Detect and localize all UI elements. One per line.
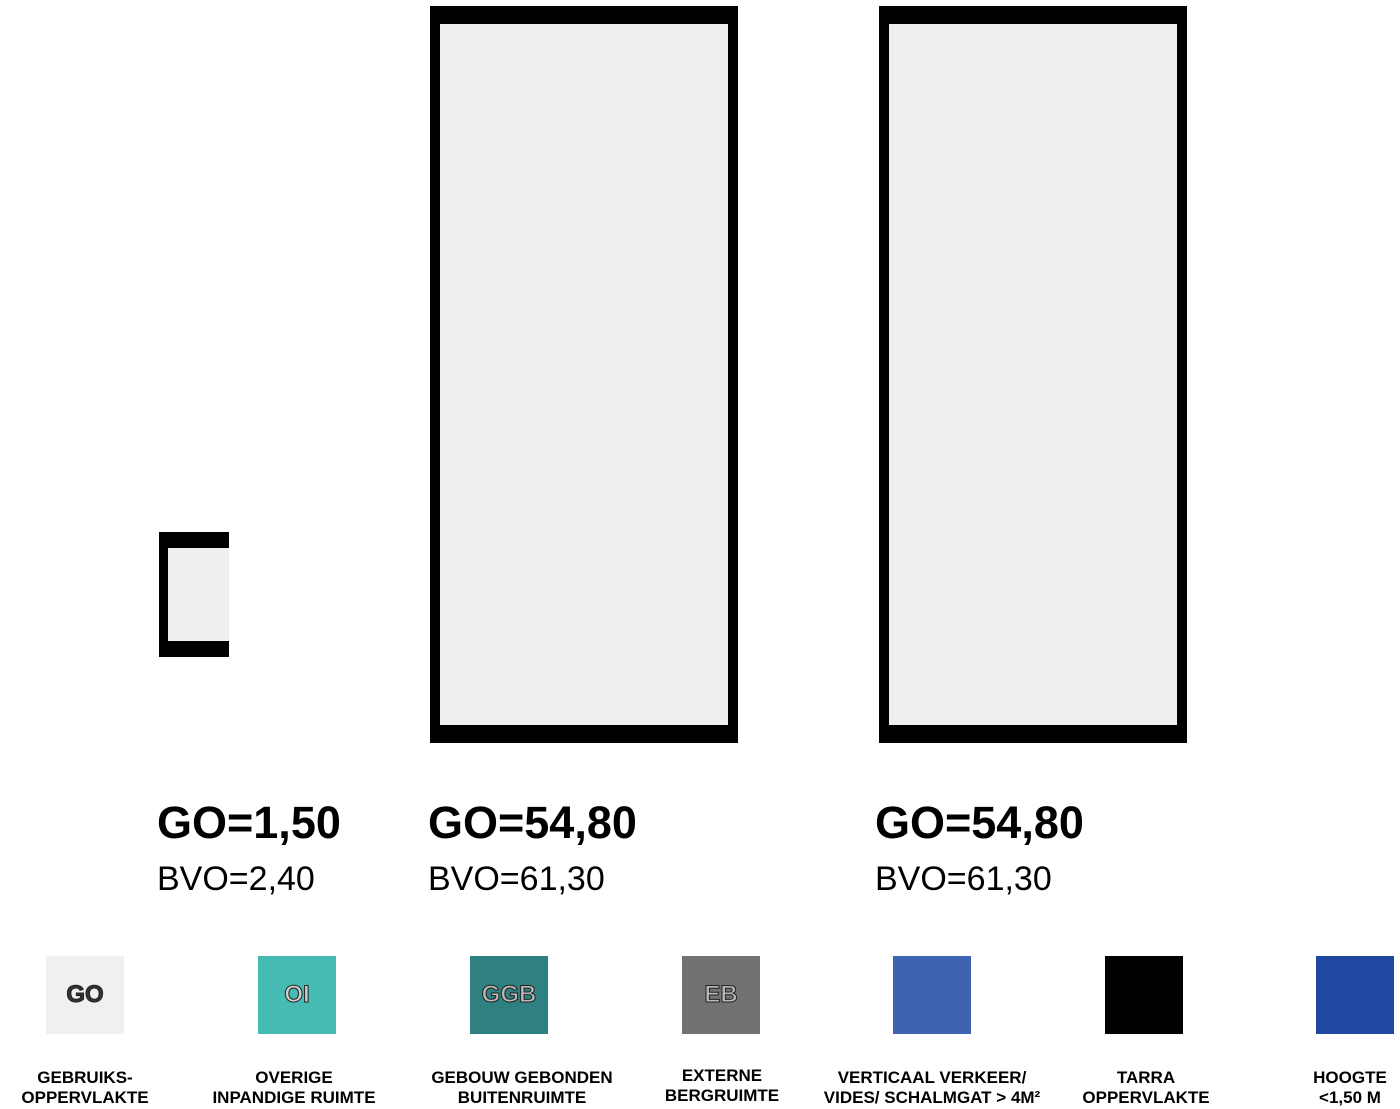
legend-item-hoogte: HOOGTE <1,50 M — [1300, 956, 1400, 1109]
legend-caption-line: EXTERNE — [681, 1066, 763, 1085]
legend-swatch-go: GO — [46, 956, 124, 1034]
legend-item-tarra: TARRA OPPERVLAKTE — [1041, 956, 1251, 1109]
room-large-2 — [879, 6, 1187, 743]
legend-swatch-eb: EB — [682, 956, 760, 1034]
room-2-bvo-label: BVO=61,30 — [428, 860, 605, 898]
legend-code-eb: EB — [704, 981, 738, 1009]
legend-item-eb: EB EXTERNE BERGRUIMTE — [617, 956, 827, 1109]
legend-caption-line: INPANDIGE RUIMTE — [212, 1088, 376, 1107]
legend-item-ggb: GGB GEBOUW GEBONDEN BUITENRUIMTE — [417, 956, 627, 1109]
legend-item-verticaal-verkeer: VERTICAAL VERKEER/ VIDES/ SCHALMGAT > 4M… — [812, 956, 1052, 1109]
legend-code-ggb: GGB — [481, 981, 537, 1009]
legend-item-oi: OI OVERIGE INPANDIGE RUIMTE — [189, 956, 399, 1109]
legend-swatch-tarra — [1105, 956, 1183, 1034]
legend-swatch-ggb: GGB — [470, 956, 548, 1034]
legend-code-oi: OI — [284, 981, 310, 1009]
legend-item-go: GO GEBRUIKS- OPPERVLAKTE — [0, 956, 190, 1109]
legend-caption-line: GEBRUIKS- — [37, 1068, 133, 1087]
legend-caption-hoogte: HOOGTE <1,50 M — [1300, 1068, 1400, 1108]
legend-caption-verticaal-verkeer: VERTICAAL VERKEER/ VIDES/ SCHALMGAT > 4M… — [812, 1068, 1052, 1108]
room-1-bvo-label: BVO=2,40 — [157, 860, 315, 898]
room-large-1 — [430, 6, 738, 743]
legend-swatch-oi: OI — [258, 956, 336, 1034]
legend-caption-line: BERGRUIMTE — [664, 1086, 780, 1105]
room-small — [159, 532, 229, 657]
legend-caption-tarra: TARRA OPPERVLAKTE — [1041, 1068, 1251, 1108]
room-3-bvo-label: BVO=61,30 — [875, 860, 1052, 898]
room-3-go-label: GO=54,80 — [875, 797, 1084, 848]
legend-caption-eb: EXTERNE BERGRUIMTE — [617, 1066, 827, 1106]
legend-caption-ggb: GEBOUW GEBONDEN BUITENRUIMTE — [417, 1068, 627, 1108]
legend-code-go: GO — [66, 981, 104, 1009]
legend-swatch-hoogte — [1316, 956, 1394, 1034]
legend-caption-line: OPPERVLAKTE — [21, 1088, 149, 1107]
legend-caption-line: OPPERVLAKTE — [1082, 1088, 1210, 1107]
legend-caption-oi: OVERIGE INPANDIGE RUIMTE — [189, 1068, 399, 1108]
legend-caption-line: VIDES/ SCHALMGAT > 4M² — [823, 1088, 1041, 1107]
legend-caption-line: HOOGTE — [1313, 1068, 1387, 1087]
legend-caption-line: <1,50 M — [1319, 1088, 1381, 1107]
legend-caption-line: VERTICAAL VERKEER/ — [837, 1068, 1027, 1087]
legend-caption-line: BUITENRUIMTE — [457, 1088, 587, 1107]
room-2-go-label: GO=54,80 — [428, 797, 637, 848]
legend-caption-line: OVERIGE — [255, 1068, 333, 1087]
legend-caption-go: GEBRUIKS- OPPERVLAKTE — [0, 1068, 190, 1108]
legend-caption-line: TARRA — [1116, 1068, 1176, 1087]
legend-swatch-verticaal-verkeer — [893, 956, 971, 1034]
legend-caption-line: GEBOUW GEBONDEN — [431, 1068, 613, 1087]
room-1-go-label: GO=1,50 — [157, 797, 341, 848]
